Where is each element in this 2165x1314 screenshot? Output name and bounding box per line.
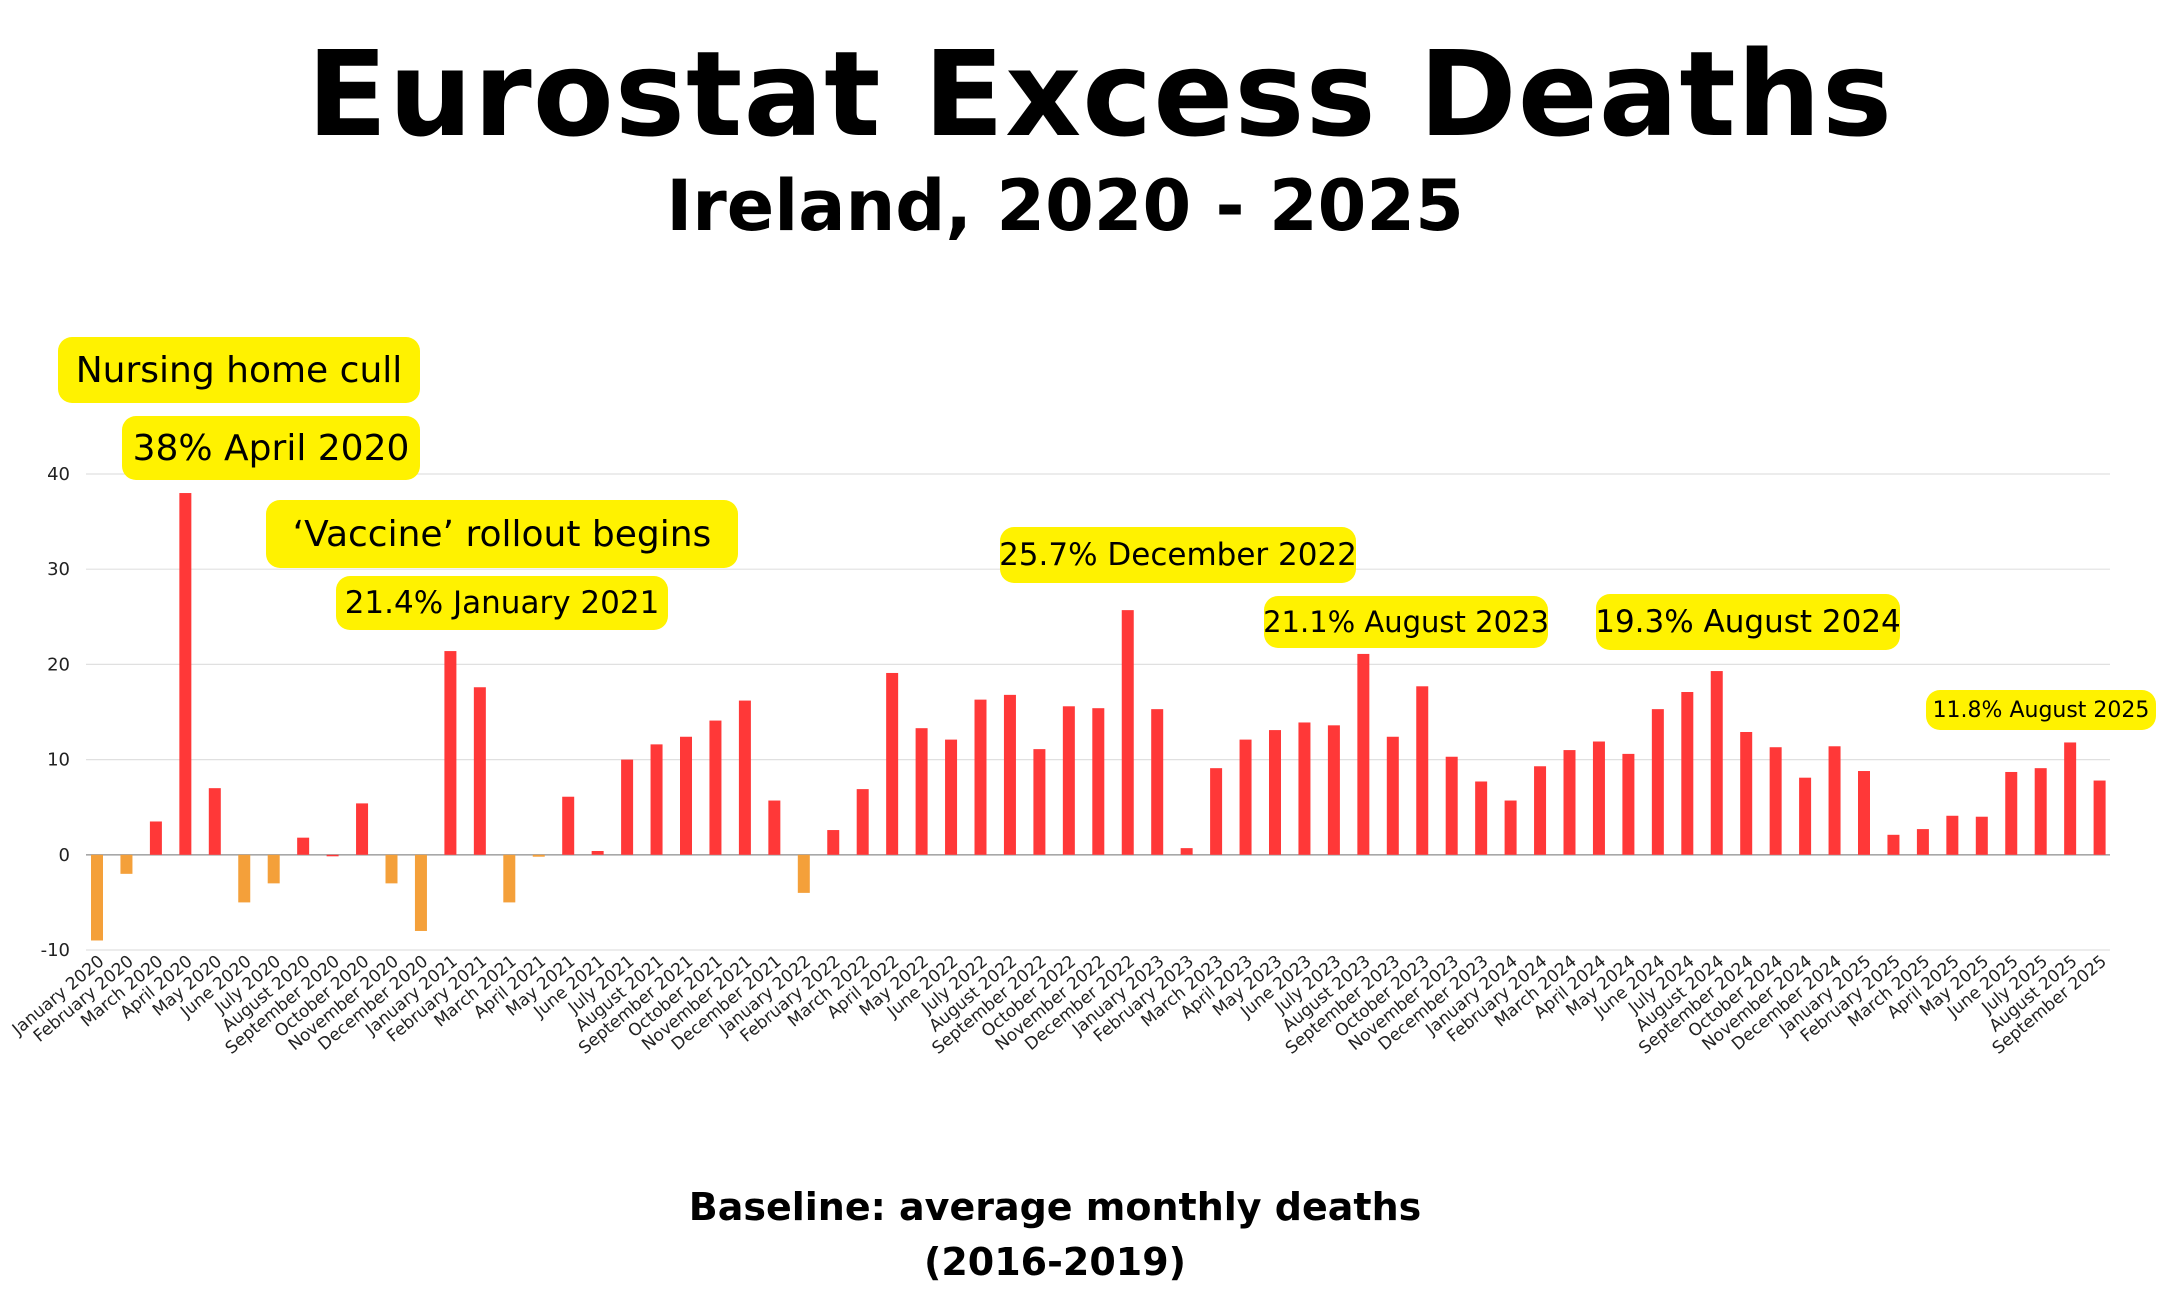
- bar: [856, 789, 869, 855]
- bar: [532, 854, 545, 857]
- annotation-january-2021: 21.4% January 2021: [336, 576, 668, 630]
- bar: [1416, 686, 1429, 855]
- bar: [1534, 766, 1547, 855]
- bar: [120, 854, 133, 874]
- bar: [1975, 816, 1988, 855]
- bar: [827, 830, 840, 855]
- bar: [768, 800, 781, 855]
- bar: [1003, 694, 1016, 855]
- bar: [1033, 749, 1046, 855]
- bar: [1799, 777, 1812, 855]
- bar: [385, 854, 398, 884]
- y-tick-label: 30: [47, 559, 70, 580]
- bar: [1210, 768, 1223, 855]
- bar: [621, 759, 634, 855]
- bar: [1504, 800, 1517, 855]
- bar: [1062, 706, 1075, 855]
- annotation-december-2022: 25.7% December 2022: [999, 527, 1357, 583]
- bar: [1858, 771, 1870, 855]
- annotation-august-2024: 19.3% August 2024: [1595, 594, 1901, 650]
- y-axis-ticks: -10 0 10 20 30 40: [41, 464, 70, 961]
- bar: [738, 700, 751, 855]
- y-tick-label: 0: [59, 845, 70, 866]
- bar: [915, 728, 928, 855]
- bar: [1592, 741, 1605, 855]
- bar: [1445, 756, 1458, 855]
- bar: [974, 699, 987, 855]
- bar: [1887, 834, 1900, 855]
- bar: [680, 736, 692, 855]
- chart-title: Eurostat Excess Deaths: [306, 25, 1894, 163]
- bar: [2064, 742, 2077, 855]
- bar: [886, 672, 899, 855]
- bar: [1269, 730, 1281, 855]
- y-tick-label: 10: [47, 750, 70, 771]
- bar: [1916, 829, 1929, 855]
- bar: [1681, 692, 1694, 855]
- y-tick-label: 20: [47, 654, 70, 675]
- bar: [473, 687, 486, 855]
- bar: [1327, 725, 1340, 855]
- bar: [444, 651, 457, 855]
- bar: [709, 720, 722, 855]
- bar: [149, 821, 162, 855]
- bar: [1651, 709, 1664, 855]
- bar: [650, 744, 663, 855]
- bar: [1740, 731, 1753, 855]
- bar: [1710, 671, 1723, 855]
- bar: [356, 803, 369, 855]
- bars: [91, 493, 2106, 941]
- bar: [1475, 781, 1488, 855]
- bar: [1357, 653, 1370, 855]
- bar: [503, 854, 516, 903]
- y-tick-label: -10: [41, 940, 70, 961]
- bar: [1180, 848, 1193, 855]
- bar: [91, 854, 103, 941]
- bar: [1946, 815, 1959, 855]
- y-tick-label: 40: [47, 464, 70, 485]
- bar: [2093, 780, 2106, 855]
- annotation-august-2023: 21.1% August 2023: [1263, 596, 1549, 648]
- bar: [1563, 750, 1576, 855]
- bar: [1769, 747, 1782, 855]
- bar: [2034, 768, 2047, 855]
- bar: [1298, 722, 1311, 855]
- bar: [208, 788, 221, 855]
- bar: [1092, 708, 1105, 855]
- bar: [1828, 746, 1841, 855]
- bar: [238, 854, 251, 903]
- bar: [326, 854, 339, 857]
- bar: [945, 739, 958, 855]
- bar: [267, 854, 280, 884]
- bar: [1151, 709, 1164, 855]
- bar: [1239, 739, 1252, 855]
- baseline-note: Baseline: average monthly deaths (2016-2…: [688, 1185, 1422, 1285]
- bar: [591, 850, 604, 855]
- bar: [1622, 753, 1635, 855]
- annotation-nursing-home: Nursing home cull: [58, 337, 420, 403]
- bar: [1121, 610, 1134, 855]
- bar: [179, 493, 192, 855]
- annotation-august-2025: 11.8% August 2025: [1926, 690, 2156, 730]
- annotation-vaccine-rollout: ‘Vaccine’ rollout begins: [266, 500, 738, 568]
- bar: [1386, 736, 1399, 855]
- chart-subtitle: Ireland, 2020 - 2025: [666, 165, 1464, 247]
- bar: [797, 854, 810, 893]
- annotation-april-2020: 38% April 2020: [122, 416, 420, 480]
- bar: [2005, 771, 2018, 855]
- bar: [297, 837, 310, 855]
- bar: [562, 796, 575, 855]
- bar: [414, 854, 427, 931]
